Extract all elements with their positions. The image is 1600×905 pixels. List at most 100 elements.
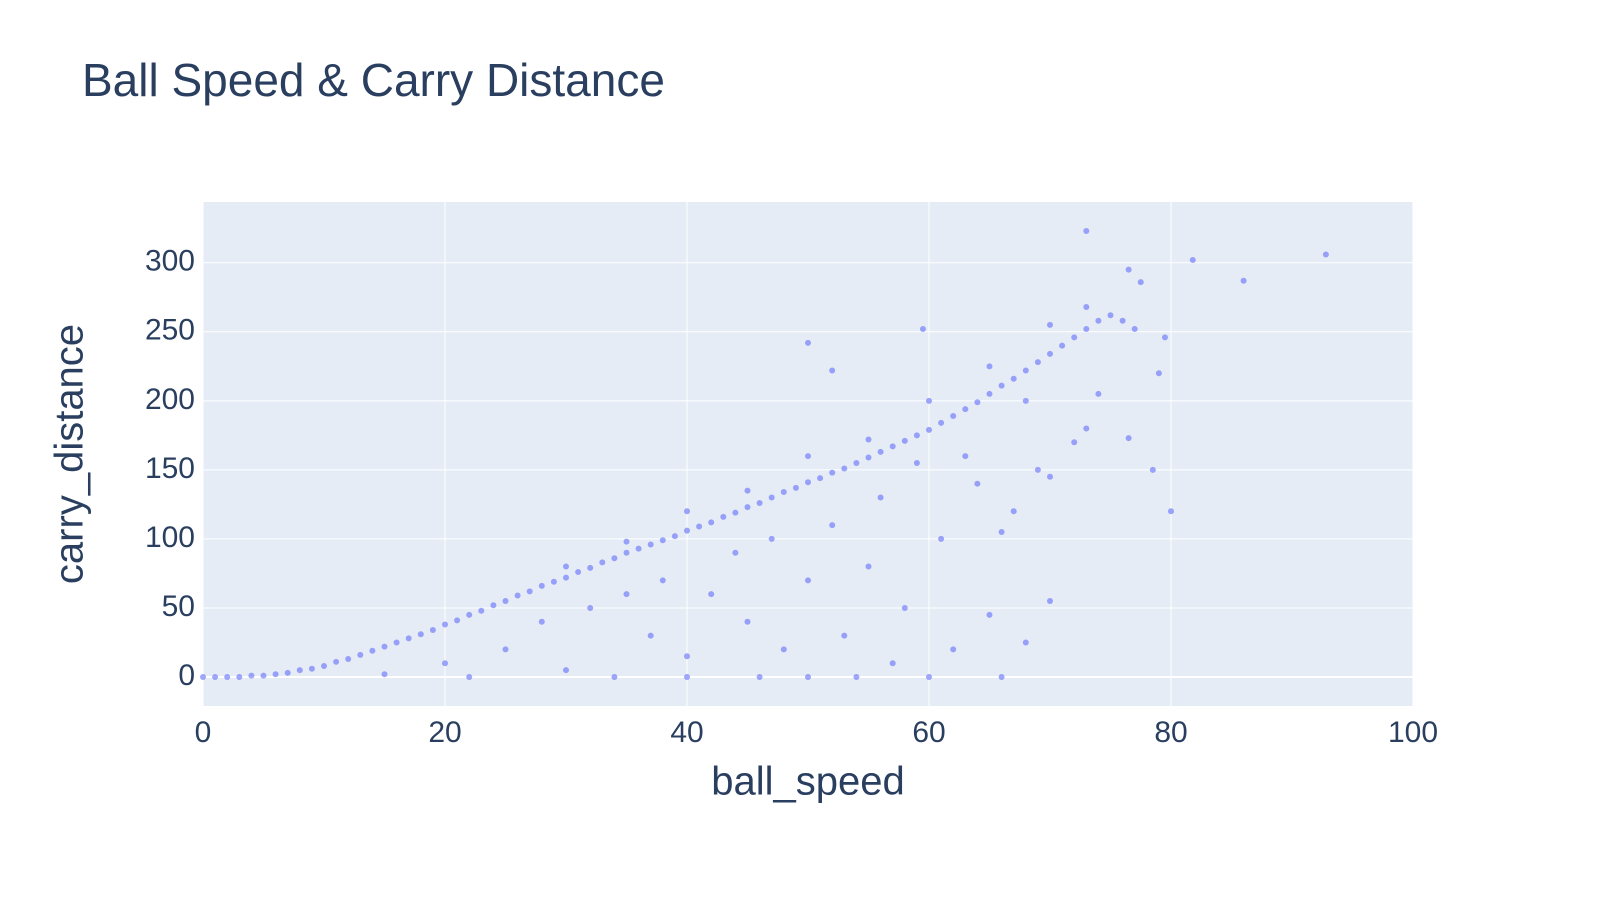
x-tick-label: 40 [670,716,703,749]
point [635,545,642,552]
point [926,674,932,681]
point [877,448,884,455]
point [1083,425,1090,432]
point [442,660,448,667]
point [538,618,545,625]
x-axis-title: ball_speed [711,760,905,804]
y-tick-label: 200 [145,383,195,416]
y-tick-label: 300 [145,245,195,278]
point [466,674,473,681]
point [998,529,1005,536]
point [308,665,315,672]
y-tick-label: 0 [178,659,195,692]
point [575,569,582,576]
point [212,674,219,681]
point [1034,466,1041,473]
point [647,541,654,548]
point [405,635,412,642]
point [1119,317,1126,324]
point [260,672,267,679]
point [200,674,206,681]
point [805,577,811,584]
point [805,674,811,681]
point [829,522,836,529]
point [526,588,533,595]
point [333,658,340,665]
point [841,632,848,639]
point [248,672,255,679]
point [442,621,448,628]
point [587,604,594,611]
point [962,453,969,460]
y-tick-label: 100 [145,521,195,554]
point [393,639,400,646]
point [792,484,799,491]
point [623,538,630,545]
point [478,607,485,614]
point [1071,439,1078,446]
point [514,592,521,599]
point [1137,279,1144,286]
point [599,559,606,566]
point [901,604,908,611]
point [841,465,848,472]
point [708,519,715,526]
point [744,504,751,511]
point [865,454,872,461]
point [684,674,690,681]
point [429,627,436,634]
point [611,555,618,562]
point [381,671,388,678]
point [986,390,993,397]
x-tick-label: 80 [1154,716,1187,749]
point [1155,370,1162,377]
y-tick-label: 250 [145,314,195,347]
point [563,667,569,674]
point [926,397,932,404]
point [817,475,824,482]
point [381,643,388,650]
point [1322,251,1329,258]
point [502,598,509,605]
point [768,494,775,501]
point [369,647,376,654]
point [829,469,836,476]
point [756,500,763,507]
point [587,564,594,571]
point [1189,256,1196,263]
point [805,339,811,346]
point [466,611,473,618]
point [974,480,981,487]
y-tick-label: 150 [145,452,195,485]
point [236,674,243,681]
point [684,527,690,534]
point [950,413,957,420]
point [659,577,666,584]
point [744,618,751,625]
point [224,674,231,681]
point [1095,390,1102,397]
point [563,574,569,581]
point [538,582,545,589]
point [768,535,775,542]
point [684,508,690,515]
point [454,617,461,624]
point [502,646,509,653]
point [659,537,666,544]
point [296,667,303,674]
point [1022,639,1029,646]
point [647,632,654,639]
point [950,646,957,653]
point [1083,303,1090,310]
point [671,533,678,540]
point [913,459,920,466]
point [1071,334,1078,341]
point [938,535,945,542]
point [998,674,1005,681]
point [780,488,787,495]
x-tick-label: 20 [428,716,461,749]
point [708,591,715,598]
point [1107,312,1114,319]
point [853,459,860,466]
